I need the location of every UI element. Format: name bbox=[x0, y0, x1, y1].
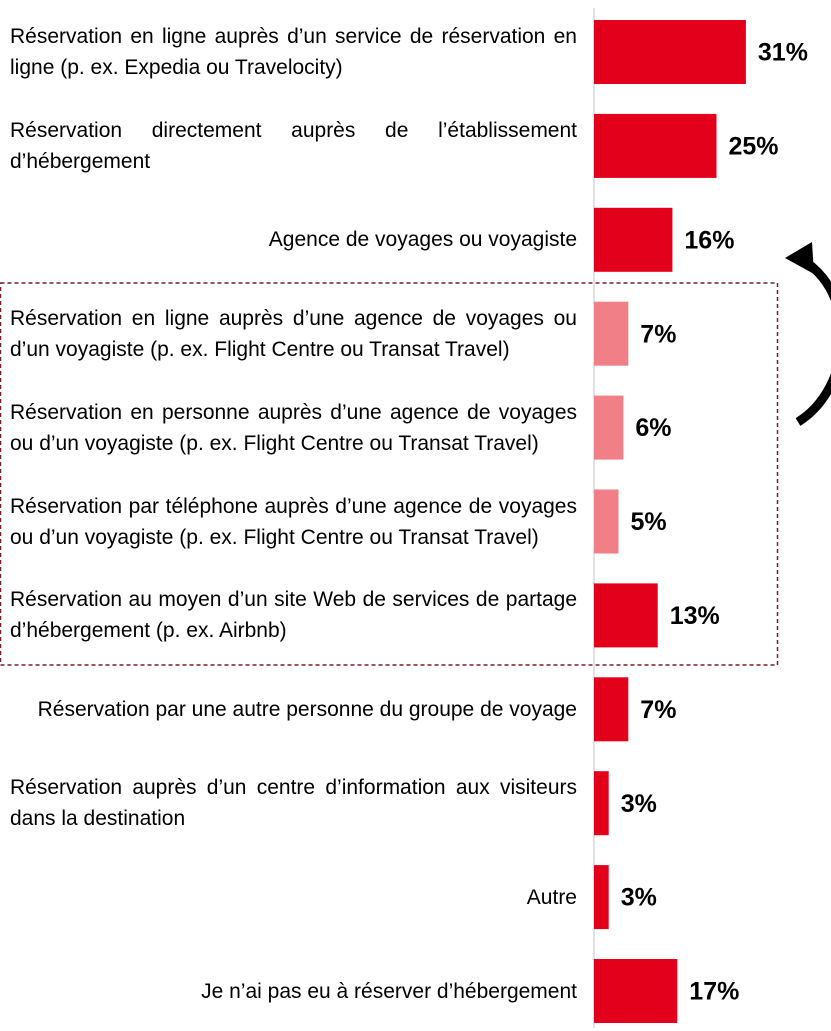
bar bbox=[594, 301, 629, 366]
value-label: 7% bbox=[640, 320, 676, 348]
category-label: Agence de voyages ou voyagiste bbox=[268, 228, 577, 252]
bar bbox=[594, 395, 624, 460]
bar bbox=[594, 20, 746, 84]
value-label: 3% bbox=[621, 790, 657, 818]
bar bbox=[594, 113, 717, 178]
value-label: 25% bbox=[729, 133, 779, 161]
value-label: 3% bbox=[621, 884, 657, 912]
group-box bbox=[0, 282, 779, 666]
curved-arrow bbox=[795, 258, 831, 426]
category-label: Réservation en ligne auprès d’un service… bbox=[10, 25, 577, 79]
category-label: Je n’ai pas eu à réserver d’hébergement bbox=[201, 979, 577, 1003]
value-label: 16% bbox=[684, 226, 734, 254]
value-label: 13% bbox=[670, 602, 720, 630]
bar bbox=[594, 583, 658, 648]
bar bbox=[594, 677, 629, 742]
value-label: 5% bbox=[631, 508, 667, 536]
category-label: Réservation par une autre personne du gr… bbox=[37, 697, 577, 721]
category-label: Réservation au moyen d’un site Web de se… bbox=[10, 588, 577, 643]
value-label: 6% bbox=[635, 414, 671, 442]
category-label: Réservation en personne auprès d’une age… bbox=[10, 400, 577, 455]
value-label: 7% bbox=[640, 696, 676, 724]
arrow-head bbox=[785, 242, 814, 274]
category-label: Réservation directement auprès de l’étab… bbox=[10, 118, 577, 173]
value-label: 31% bbox=[758, 39, 808, 67]
category-label: Autre bbox=[526, 885, 577, 909]
bar bbox=[594, 489, 619, 554]
value-label: 17% bbox=[689, 978, 739, 1006]
bar bbox=[594, 207, 673, 272]
bar bbox=[594, 959, 678, 1023]
category-label: Réservation en ligne auprès d’une agence… bbox=[10, 306, 577, 361]
category-label: Réservation par téléphone auprès d’une a… bbox=[10, 494, 577, 549]
category-label: Réservation auprès d’un centre d’informa… bbox=[10, 776, 577, 831]
bar bbox=[594, 771, 609, 836]
bar bbox=[594, 865, 609, 930]
